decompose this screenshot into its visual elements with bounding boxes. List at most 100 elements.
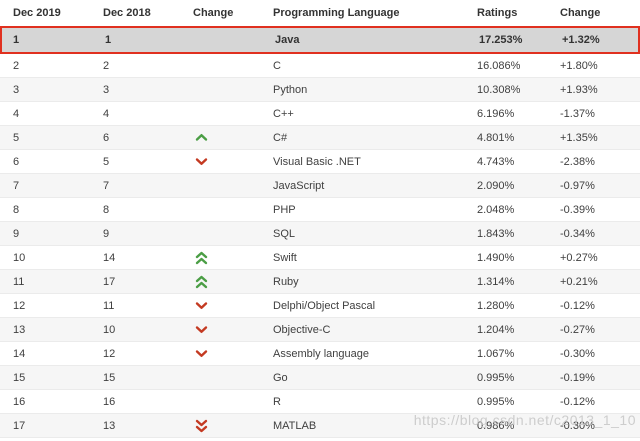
language-name: Python	[273, 83, 308, 96]
rank-2018: 4	[103, 107, 110, 120]
change-value: +1.35%	[560, 131, 598, 144]
language-name: Go	[273, 371, 288, 384]
rating-value: 2.090%	[477, 179, 515, 192]
rating-value: 1.067%	[477, 347, 515, 360]
rating-value: 0.995%	[477, 395, 515, 408]
rank-2019: 14	[13, 347, 26, 360]
rank-2019: 1	[13, 34, 20, 46]
rank-2019: 3	[13, 83, 20, 96]
rank-2019: 15	[13, 371, 26, 384]
rating-value: 1.843%	[477, 227, 515, 240]
change-value: -0.12%	[560, 299, 595, 312]
table-row[interactable]: 4 4 C++ 6.196% -1.37%	[0, 102, 640, 126]
rank-2019: 12	[13, 299, 26, 312]
table-row[interactable]: 1 1 Java 17.253% +1.32%	[0, 26, 640, 54]
chevron-down-icon	[195, 325, 208, 334]
table-header-row: Dec 2019 Dec 2018 Change Programming Lan…	[0, 0, 640, 26]
double-chevron-down-icon	[195, 419, 208, 433]
language-name: C#	[273, 131, 288, 144]
change-value: +1.93%	[560, 83, 598, 96]
rank-2018: 3	[103, 83, 110, 96]
table-row[interactable]: 17 13 MATLAB 0.986% -0.30%	[0, 414, 640, 438]
column-header-change-position: Change	[193, 7, 234, 19]
table-row[interactable]: 3 3 Python 10.308% +1.93%	[0, 78, 640, 102]
rank-2018: 7	[103, 179, 110, 192]
rank-2018: 5	[103, 155, 110, 168]
language-name: R	[273, 395, 281, 408]
chevron-up-icon	[195, 133, 208, 142]
table-row[interactable]: 10 14 Swift 1.490% +0.27%	[0, 246, 640, 270]
table-row[interactable]: 13 10 Objective-C 1.204% -0.27%	[0, 318, 640, 342]
change-value: -0.97%	[560, 179, 595, 192]
rank-2018: 2	[103, 59, 110, 72]
change-value: +1.80%	[560, 59, 598, 72]
rating-value: 0.986%	[477, 419, 515, 432]
language-name: C	[273, 59, 281, 72]
change-value: -0.19%	[560, 371, 595, 384]
double-chevron-up-icon	[195, 251, 208, 265]
rating-value: 4.801%	[477, 131, 515, 144]
table-row[interactable]: 2 2 C 16.086% +1.80%	[0, 54, 640, 78]
change-indicator-cell	[193, 300, 273, 312]
table-row[interactable]: 14 12 Assembly language 1.067% -0.30%	[0, 342, 640, 366]
column-header-programming-language: Programming Language	[273, 7, 400, 19]
rating-value: 1.280%	[477, 299, 515, 312]
rank-2018: 15	[103, 371, 116, 384]
rank-2018: 11	[103, 299, 115, 312]
rank-2019: 4	[13, 107, 20, 120]
chevron-down-icon	[195, 349, 208, 358]
change-value: +1.32%	[562, 34, 600, 46]
rating-value: 1.204%	[477, 323, 515, 336]
rank-2019: 10	[13, 251, 26, 264]
change-value: -0.27%	[560, 323, 595, 336]
change-indicator-cell	[193, 324, 273, 336]
change-value: -0.39%	[560, 203, 595, 216]
table-row[interactable]: 5 6 C# 4.801% +1.35%	[0, 126, 640, 150]
rank-2018: 16	[103, 395, 116, 408]
rating-value: 1.314%	[477, 275, 515, 288]
language-name: JavaScript	[273, 179, 325, 192]
rank-2019: 13	[13, 323, 26, 336]
change-value: -0.34%	[560, 227, 595, 240]
table-row[interactable]: 11 17 Ruby 1.314% +0.21%	[0, 270, 640, 294]
change-value: -0.30%	[560, 419, 595, 432]
rank-2018: 14	[103, 251, 116, 264]
table-row[interactable]: 7 7 JavaScript 2.090% -0.97%	[0, 174, 640, 198]
change-indicator-cell	[193, 419, 273, 433]
language-name: C++	[273, 107, 294, 120]
change-indicator-cell	[193, 348, 273, 360]
rank-2019: 7	[13, 179, 20, 192]
double-chevron-up-icon	[195, 275, 208, 289]
rank-2019: 5	[13, 131, 20, 144]
rank-2018: 17	[103, 275, 116, 288]
table-body: 1 1 Java 17.253% +1.32% 2 2	[0, 26, 640, 438]
rating-value: 1.490%	[477, 251, 515, 264]
rank-2018: 12	[103, 347, 116, 360]
rank-2018: 1	[105, 34, 112, 46]
change-indicator-cell	[193, 156, 273, 168]
rank-2019: 2	[13, 59, 20, 72]
table-row[interactable]: 6 5 Visual Basic .NET 4.743% -2.38%	[0, 150, 640, 174]
column-header-ratings: Ratings	[477, 7, 518, 19]
rank-2019: 6	[13, 155, 20, 168]
rating-value: 6.196%	[477, 107, 515, 120]
language-name: SQL	[273, 227, 296, 240]
table-row[interactable]: 16 16 R 0.995% -0.12%	[0, 390, 640, 414]
table-row[interactable]: 12 11 Delphi/Object Pascal 1.280% -0.12%	[0, 294, 640, 318]
change-indicator-cell	[193, 251, 273, 265]
table-row[interactable]: 15 15 Go 0.995% -0.19%	[0, 366, 640, 390]
language-name: Objective-C	[273, 323, 331, 336]
chevron-down-icon	[195, 301, 208, 310]
rank-2019: 16	[13, 395, 26, 408]
change-value: -0.30%	[560, 347, 595, 360]
language-name: PHP	[273, 203, 296, 216]
change-indicator-cell	[193, 275, 273, 289]
rank-2018: 8	[103, 203, 110, 216]
table-row[interactable]: 9 9 SQL 1.843% -0.34%	[0, 222, 640, 246]
change-value: -2.38%	[560, 155, 595, 168]
column-header-change-ratings: Change	[560, 7, 601, 19]
table-row[interactable]: 8 8 PHP 2.048% -0.39%	[0, 198, 640, 222]
rank-2019: 8	[13, 203, 20, 216]
